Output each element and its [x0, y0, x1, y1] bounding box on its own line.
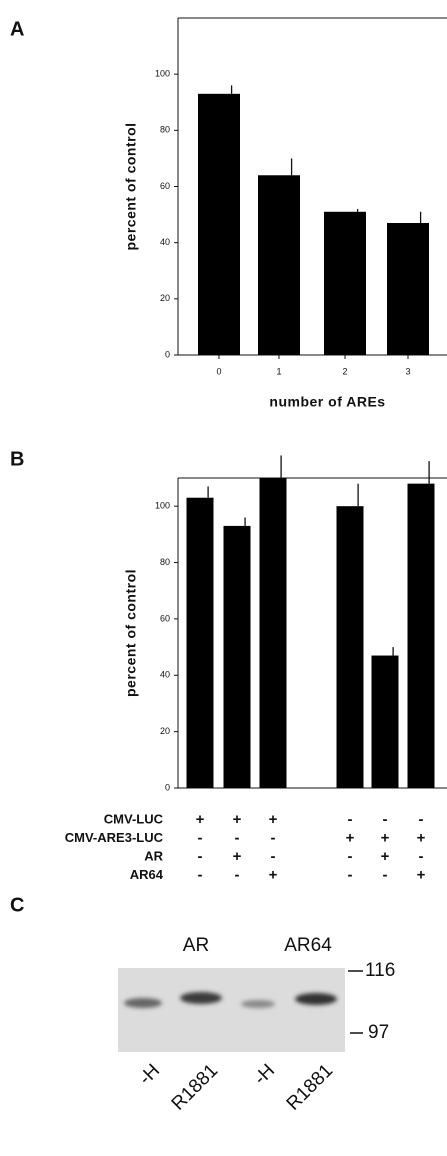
y-tick-label: 20	[160, 726, 170, 736]
condition-symbol: -	[348, 811, 353, 828]
condition-symbol: +	[381, 848, 390, 865]
condition-symbol: +	[417, 866, 426, 883]
y-tick-label: 100	[155, 501, 170, 511]
condition-symbol: +	[346, 829, 355, 846]
y-tick-label: 40	[160, 670, 170, 680]
condition-symbol: -	[198, 848, 203, 865]
panel-label: B	[10, 448, 24, 470]
y-tick-label: 0	[165, 349, 170, 359]
lane-label: -H	[250, 1060, 279, 1089]
bar	[408, 484, 435, 788]
band	[241, 1000, 275, 1008]
x-axis-label: number of AREs	[269, 394, 385, 410]
condition-symbol: +	[196, 811, 205, 828]
condition-symbol: -	[198, 829, 203, 846]
panel-label: A	[10, 18, 24, 40]
group-label: AR	[183, 935, 209, 956]
panel-label: C	[10, 894, 24, 916]
condition-symbol: -	[198, 866, 203, 883]
x-tick-label: 1	[276, 366, 281, 376]
y-tick-label: 20	[160, 293, 170, 303]
y-tick-label: 0	[165, 782, 170, 792]
band	[124, 998, 162, 1008]
condition-symbol: -	[348, 866, 353, 883]
group-label: AR64	[284, 935, 332, 956]
bar	[258, 175, 300, 355]
condition-name: AR	[144, 848, 163, 863]
condition-symbol: -	[235, 829, 240, 846]
bar	[324, 212, 366, 355]
y-tick-label: 60	[160, 613, 170, 623]
x-tick-label: 0	[216, 366, 221, 376]
band	[180, 992, 222, 1004]
condition-symbol: +	[233, 848, 242, 865]
condition-symbol: -	[383, 811, 388, 828]
bar	[387, 223, 429, 355]
blot-membrane	[118, 968, 345, 1052]
marker-label: 97	[368, 1022, 389, 1043]
condition-symbol: -	[271, 829, 276, 846]
x-tick-label: 3	[405, 366, 410, 376]
condition-symbol: -	[271, 848, 276, 865]
condition-symbol: -	[235, 866, 240, 883]
y-axis-label: percent of control	[123, 122, 139, 250]
bar	[187, 498, 214, 788]
condition-name: CMV-ARE3-LUC	[65, 830, 164, 845]
condition-symbol: -	[348, 848, 353, 865]
condition-name: AR64	[130, 867, 164, 882]
y-tick-label: 60	[160, 181, 170, 191]
marker-label: 116	[365, 960, 395, 981]
condition-symbol: +	[381, 829, 390, 846]
x-tick-label: 2	[342, 366, 347, 376]
bar	[224, 526, 251, 788]
y-tick-label: 40	[160, 237, 170, 247]
bar	[337, 506, 364, 788]
condition-symbol: -	[419, 848, 424, 865]
bar	[260, 478, 287, 788]
band	[295, 993, 337, 1005]
lane-label: R1881	[283, 1060, 337, 1114]
lane-label: R1881	[168, 1060, 222, 1114]
condition-symbol: +	[233, 811, 242, 828]
bar	[198, 94, 240, 355]
condition-name: CMV-LUC	[104, 811, 164, 826]
lane-label: -H	[135, 1060, 164, 1089]
figure: C 116 97 AR AR64 A020406080100percent of…	[0, 0, 447, 1156]
condition-symbol: -	[419, 811, 424, 828]
condition-symbol: +	[417, 829, 426, 846]
condition-symbol: +	[269, 866, 278, 883]
y-tick-label: 80	[160, 125, 170, 135]
condition-symbol: -	[383, 866, 388, 883]
y-tick-label: 80	[160, 557, 170, 567]
y-axis-label: percent of control	[123, 569, 139, 697]
bar	[372, 656, 399, 788]
condition-symbol: +	[269, 811, 278, 828]
y-tick-label: 100	[155, 69, 170, 79]
